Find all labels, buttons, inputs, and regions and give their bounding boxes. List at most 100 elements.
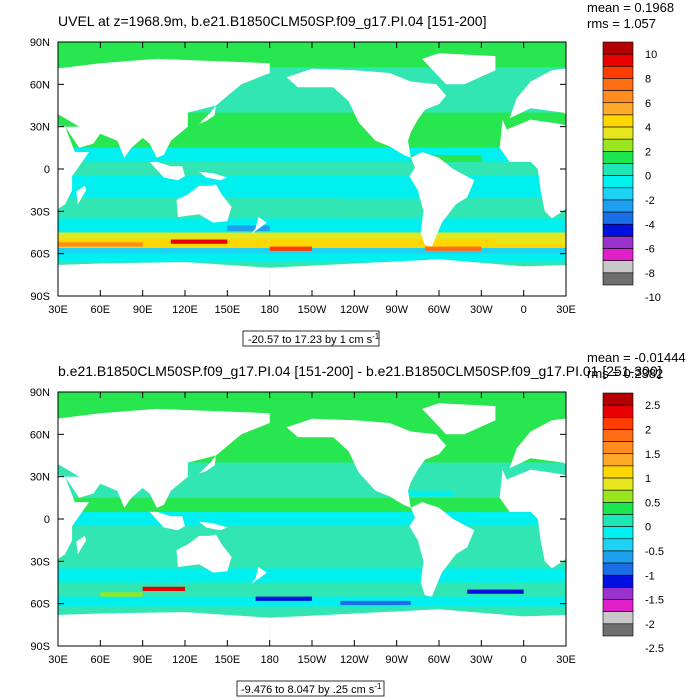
x-tick-label: 120W bbox=[340, 654, 369, 666]
panel-1-colorbar: 10 8 6 4 2 0 -2 -4 -6 -8 -10 bbox=[602, 41, 661, 304]
ocean-band bbox=[58, 568, 566, 583]
colorbar-swatch bbox=[602, 392, 634, 406]
land-mask bbox=[199, 455, 216, 474]
x-tick-label: 0 bbox=[521, 654, 527, 666]
ocean-anomaly bbox=[396, 490, 454, 497]
y-tick-label: 30N bbox=[30, 122, 50, 134]
x-tick-label: 90E bbox=[133, 654, 153, 666]
panel-1-axes: 30E 60E 90E 120E 150E 180 150W 120W 90W 60W 30W 0 30… bbox=[30, 37, 576, 316]
land-mask bbox=[269, 609, 700, 646]
colorbar-label: -4 bbox=[645, 219, 655, 231]
panel-1: UVEL at z=1968.9m, b.e21.B1850CLM50SP.f0… bbox=[0, 0, 700, 347]
colorbar-swatch bbox=[602, 453, 634, 467]
colorbar-label: 10 bbox=[645, 49, 657, 61]
ocean-band bbox=[58, 582, 566, 597]
colorbar-swatch bbox=[602, 272, 634, 286]
land-mask bbox=[76, 535, 87, 555]
colorbar-label: 1.5 bbox=[645, 449, 660, 461]
ocean-band bbox=[58, 511, 566, 527]
ocean-band bbox=[58, 596, 566, 607]
x-tick-label: 30W bbox=[470, 654, 493, 666]
panel-1-title: UVEL at z=1968.9m, b.e21.B1850CLM50SP.f0… bbox=[58, 13, 486, 29]
ocean-anomaly bbox=[58, 242, 143, 247]
y-tick-label: 0 bbox=[44, 514, 50, 526]
colorbar-swatch bbox=[602, 538, 634, 552]
x-tick-label: 60W bbox=[428, 304, 451, 316]
y-tick-label: 60S bbox=[30, 249, 50, 261]
panel-1-mean: mean = 0.1968 bbox=[587, 0, 674, 15]
land-mask bbox=[176, 184, 232, 223]
colorbar-swatch bbox=[602, 562, 634, 576]
land-mask bbox=[65, 476, 101, 498]
colorbar-swatch bbox=[602, 429, 634, 442]
colorbar-swatch bbox=[602, 574, 634, 588]
ocean-band bbox=[58, 232, 566, 240]
colorbar-swatch bbox=[602, 260, 634, 274]
y-tick-label: 30N bbox=[30, 472, 50, 484]
colorbar-swatch bbox=[602, 611, 634, 625]
land-mask bbox=[1, 58, 270, 158]
ocean-band bbox=[58, 497, 566, 512]
land-mask bbox=[251, 567, 267, 584]
colorbar-swatch bbox=[602, 126, 634, 140]
x-tick-label: 150E bbox=[214, 654, 240, 666]
colorbar-swatch bbox=[602, 465, 634, 479]
colorbar-swatch bbox=[602, 502, 634, 515]
colorbar-swatch bbox=[602, 138, 634, 152]
y-tick-label: 90S bbox=[30, 641, 50, 653]
land-mask bbox=[199, 105, 216, 124]
colorbar-label: -8 bbox=[645, 268, 655, 280]
x-tick-label: 30E bbox=[556, 304, 576, 316]
colorbar-swatch bbox=[602, 236, 634, 249]
land-mask bbox=[422, 53, 496, 85]
land-mask bbox=[0, 262, 270, 296]
ocean-anomaly bbox=[100, 592, 143, 597]
colorbar-label: 2 bbox=[645, 146, 651, 158]
colorbar-label: 0.5 bbox=[645, 497, 660, 509]
x-tick-label: 60E bbox=[91, 304, 111, 316]
y-tick-label: 90N bbox=[30, 37, 50, 49]
land-mask bbox=[65, 126, 101, 148]
colorbar-label: 0 bbox=[645, 522, 651, 534]
ocean-band bbox=[58, 526, 566, 548]
y-tick-label: 30S bbox=[30, 206, 50, 218]
colorbar-label: 8 bbox=[645, 73, 651, 85]
colorbar-swatch bbox=[602, 102, 634, 116]
x-tick-label: 120E bbox=[172, 304, 198, 316]
colorbar-swatch bbox=[602, 151, 634, 164]
colorbar-swatch bbox=[602, 114, 634, 128]
colorbar-swatch bbox=[602, 78, 634, 91]
x-tick-label: 120W bbox=[340, 304, 369, 316]
ocean-band bbox=[58, 218, 566, 233]
x-tick-label: 150E bbox=[214, 304, 240, 316]
land-mask bbox=[76, 185, 87, 205]
x-tick-label: 90E bbox=[133, 304, 153, 316]
panel-2-range-label: -9.476 to 8.047 by .25 cm s-1 bbox=[241, 682, 382, 696]
land-mask bbox=[1, 408, 270, 508]
land-mask bbox=[286, 68, 447, 158]
ocean-band bbox=[58, 197, 566, 219]
colorbar-swatch bbox=[602, 477, 634, 491]
panel-2-range-box: -9.476 to 8.047 by .25 cm s-1 bbox=[236, 680, 385, 697]
colorbar-swatch bbox=[602, 550, 634, 564]
y-tick-label: 0 bbox=[44, 164, 50, 176]
x-tick-label: 120E bbox=[172, 654, 198, 666]
colorbar-swatch bbox=[602, 223, 634, 237]
ocean-band bbox=[58, 176, 566, 198]
colorbar-swatch bbox=[602, 248, 634, 262]
colorbar-swatch bbox=[602, 211, 634, 225]
y-tick-label: 60N bbox=[30, 429, 50, 441]
panel-1-range-box: -20.57 to 17.23 by 1 cm s-1 bbox=[242, 330, 380, 347]
colorbar-swatch bbox=[602, 187, 634, 201]
land-mask bbox=[199, 171, 228, 181]
colorbar-label: -2 bbox=[645, 195, 655, 207]
panel-2: b.e21.B1850CLM50SP.f09_g17.PI.04 [151-20… bbox=[0, 350, 700, 697]
panel-2-mean: mean = -0.01444 bbox=[587, 350, 686, 365]
colorbar-swatch bbox=[602, 90, 634, 104]
land-mask bbox=[657, 161, 693, 181]
x-tick-label: 30E bbox=[48, 654, 68, 666]
colorbar-label: 1 bbox=[645, 473, 651, 485]
panel-2-map bbox=[0, 392, 700, 646]
land-mask bbox=[149, 161, 185, 181]
